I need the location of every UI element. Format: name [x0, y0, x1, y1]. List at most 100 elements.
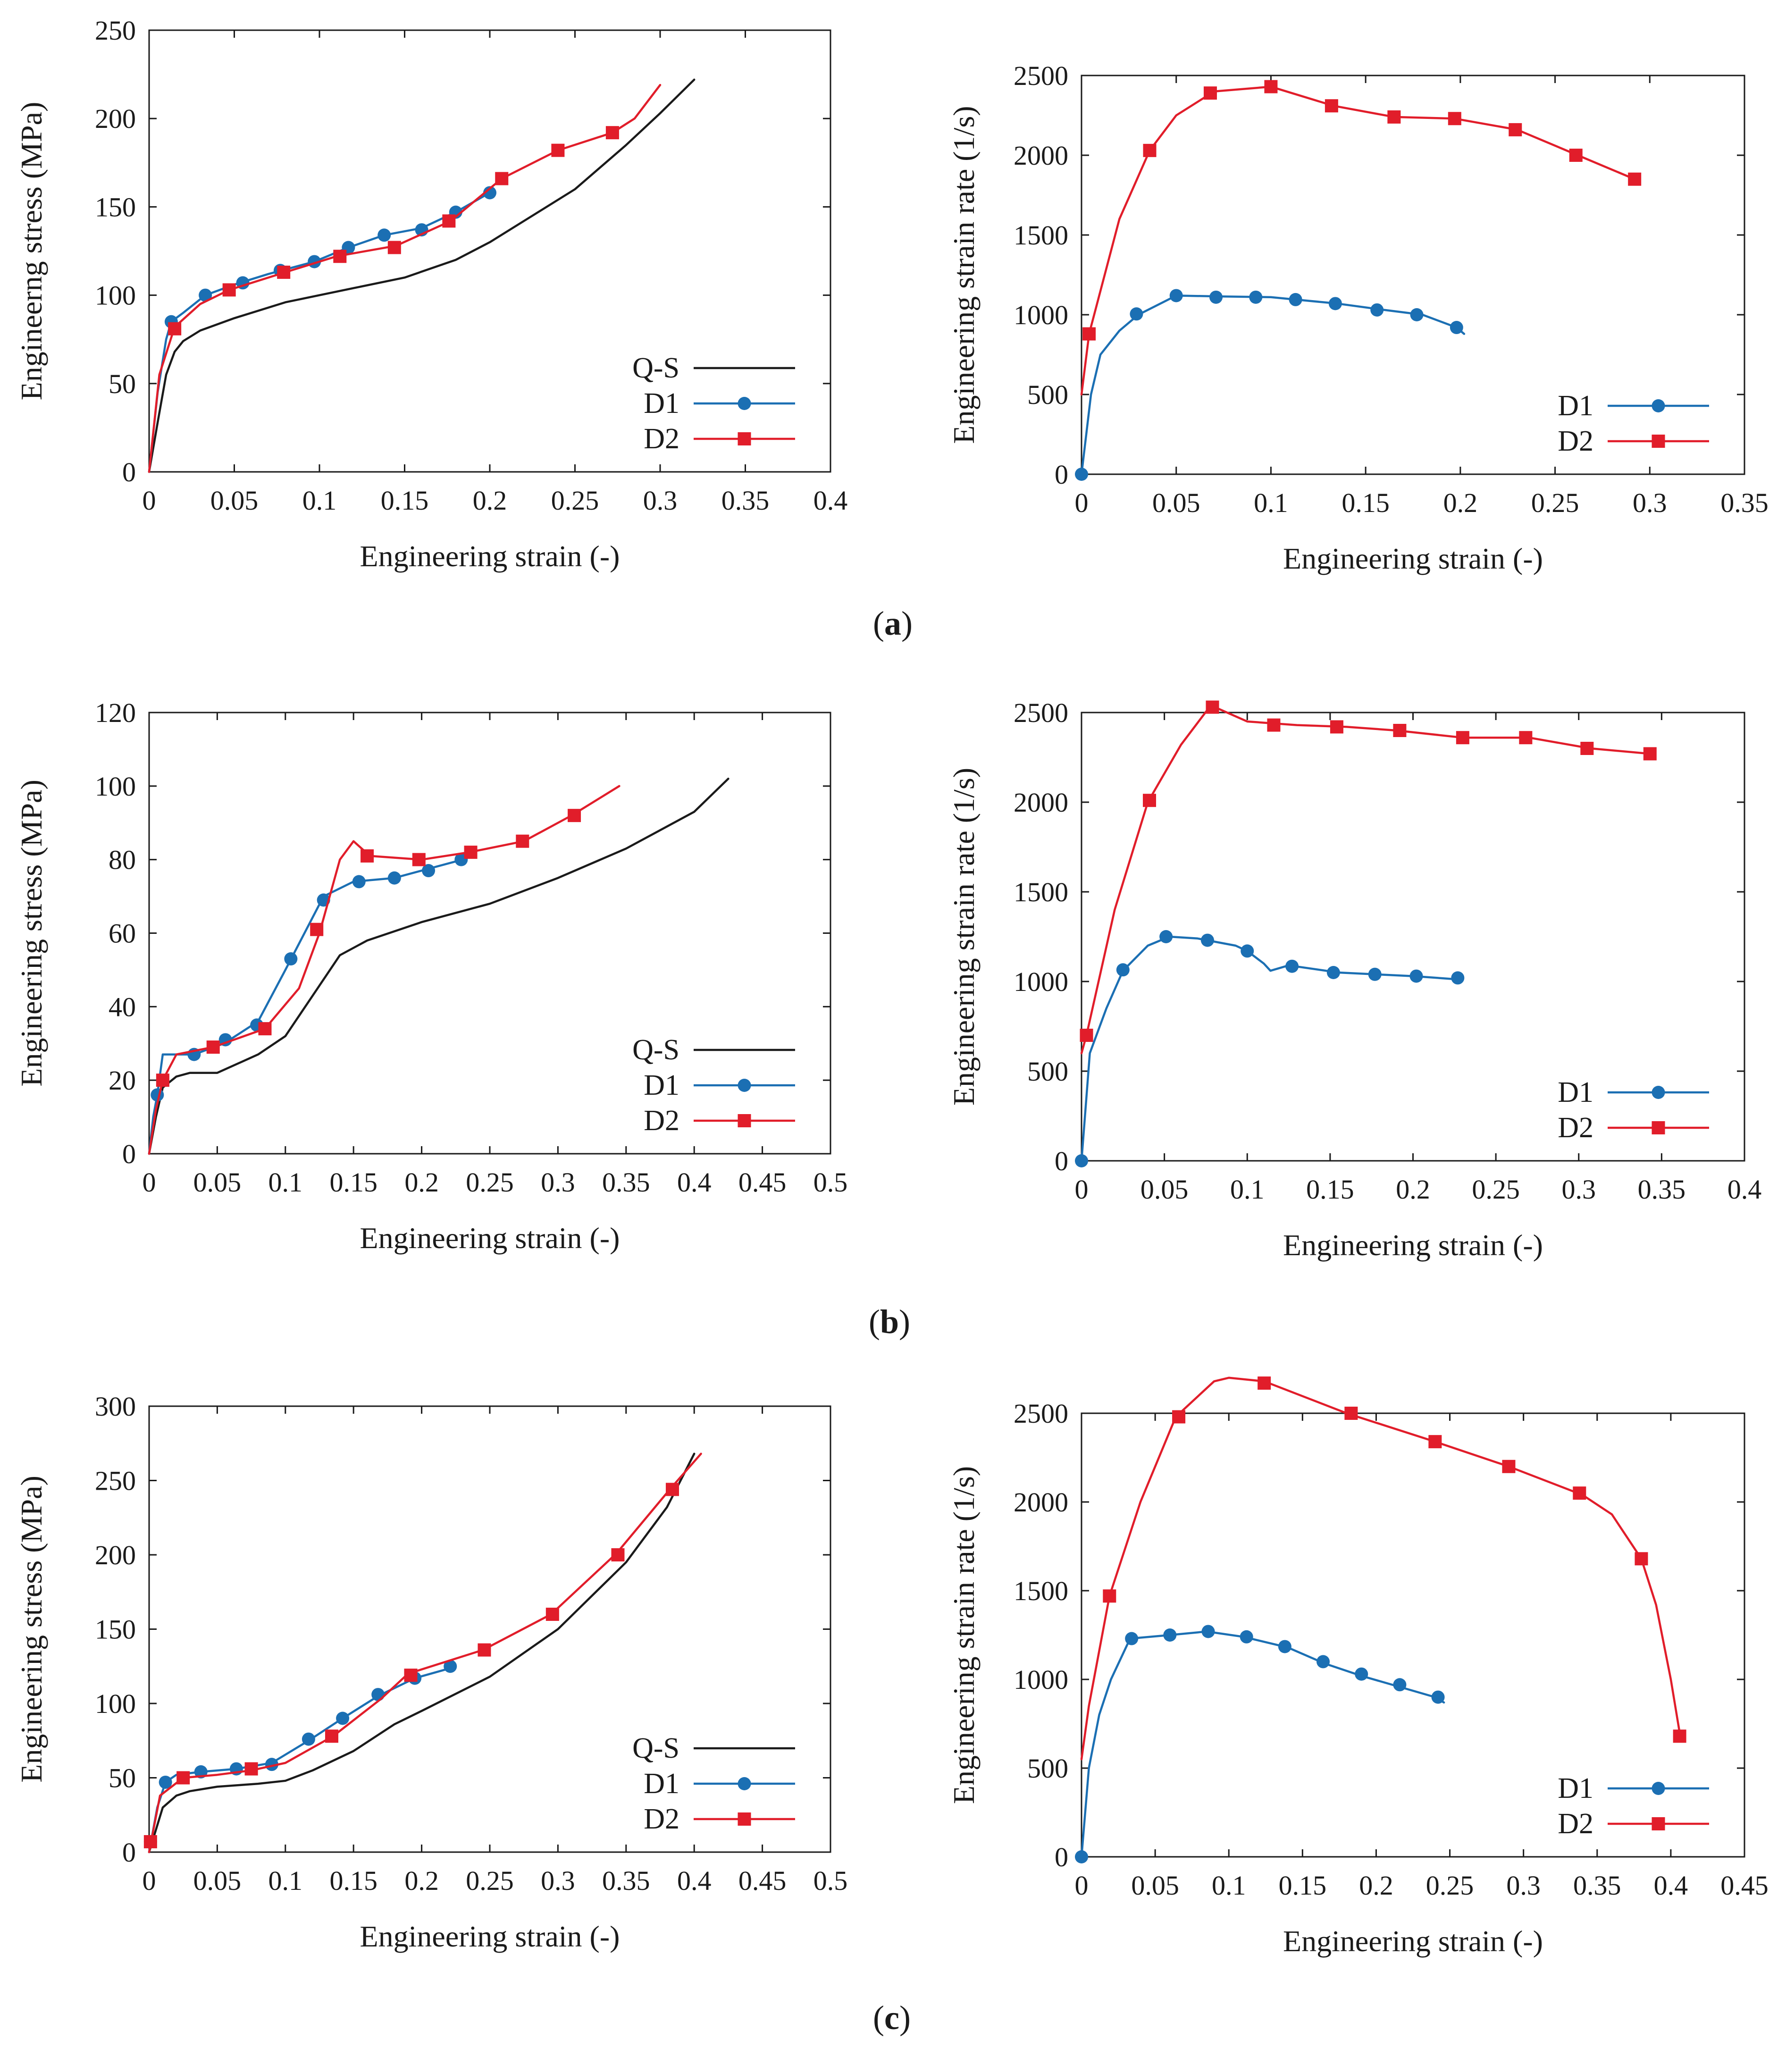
- data-point: [143, 1835, 157, 1848]
- data-point: [1116, 963, 1130, 977]
- data-point: [516, 834, 529, 848]
- x-tick-label: 0: [1075, 1870, 1089, 1901]
- y-tick-label: 250: [95, 15, 136, 46]
- data-point: [1370, 303, 1384, 317]
- y-tick-label: 250: [95, 1466, 136, 1496]
- panel-label-open: (: [873, 604, 884, 642]
- x-tick-label: 0.35: [1720, 487, 1769, 518]
- data-point: [1326, 966, 1340, 979]
- y-tick-label: 20: [109, 1065, 136, 1096]
- x-tick-label: 0.2: [404, 1167, 439, 1198]
- x-tick-label: 0.05: [1152, 487, 1200, 518]
- data-point: [1643, 747, 1657, 761]
- series-line: [1080, 704, 1652, 1055]
- x-tick-label: 0.1: [1254, 487, 1288, 518]
- data-point: [377, 228, 391, 242]
- y-tick-label: 2500: [1014, 697, 1068, 728]
- data-point: [1325, 99, 1338, 113]
- y-axis-title: Engineering strain rate (1/s): [947, 768, 981, 1106]
- data-point: [1448, 112, 1461, 126]
- data-point: [495, 172, 509, 185]
- x-tick-label: 0.05: [193, 1167, 242, 1198]
- data-point: [1080, 1029, 1093, 1042]
- data-point: [333, 250, 347, 263]
- chart-c-stress: 0 0.05 0.1 0.15 0.2 0.25 0.3 0.35 0.4 0.45 0.5 0 50 1…: [15, 1391, 847, 1953]
- data-point: [1628, 172, 1642, 186]
- data-point: [1316, 1655, 1330, 1669]
- x-tick-label: 0.3: [1506, 1870, 1541, 1901]
- legend-label: Q-S: [632, 352, 679, 384]
- x-tick-label: 0.5: [813, 1167, 848, 1198]
- x-tick-label: 0.25: [551, 485, 599, 516]
- y-axis-title: Engineering stress (MPa): [15, 1476, 48, 1783]
- legend-label: D2: [1558, 1808, 1593, 1840]
- x-tick-label: 0.35: [1638, 1174, 1686, 1205]
- x-tick-label: 0.15: [381, 485, 429, 516]
- data-point: [605, 126, 619, 140]
- x-tick-label: 0.2: [1443, 487, 1478, 518]
- x-tick-label: 0: [1075, 487, 1089, 518]
- y-tick-label: 1000: [1014, 966, 1068, 997]
- x-tick-label: 0.25: [466, 1865, 514, 1896]
- data-point: [1410, 308, 1424, 321]
- y-tick-label: 120: [95, 697, 136, 728]
- chart-b-stress: 0 0.05 0.1 0.15 0.2 0.25 0.3 0.35 0.4 0.45 0.5 0 20 4…: [15, 697, 847, 1255]
- data-point: [371, 1688, 385, 1702]
- legend: Q-SD1 D2: [632, 1034, 795, 1137]
- x-tick-label: 0.05: [1131, 1870, 1179, 1901]
- series-line: [1080, 935, 1464, 1162]
- y-tick-label: 2000: [1014, 1487, 1068, 1518]
- chart-b-rate: 0 0.05 0.1 0.15 0.2 0.25 0.3 0.35 0.4 0 500 1000 150…: [947, 697, 1761, 1262]
- x-tick-label: 0.1: [302, 485, 337, 516]
- y-axis-title: Engineerng stress (MPa): [15, 102, 48, 401]
- x-tick-label: 0.1: [1230, 1174, 1265, 1205]
- data-point: [1409, 969, 1423, 983]
- legend-marker: [738, 1777, 751, 1790]
- legend-marker: [1652, 1086, 1665, 1099]
- x-tick-label: 0.45: [738, 1865, 787, 1896]
- data-point: [176, 1771, 190, 1785]
- series-line: [148, 1452, 696, 1854]
- data-point: [387, 241, 401, 254]
- y-tick-label: 1000: [1014, 1664, 1068, 1695]
- panel-label-letter: a: [884, 604, 901, 642]
- legend-label: D2: [1558, 1112, 1593, 1144]
- data-point: [665, 1483, 679, 1496]
- data-point: [1206, 700, 1219, 714]
- data-point: [1103, 1589, 1116, 1603]
- y-tick-label: 1500: [1014, 1576, 1068, 1606]
- series-d1: [1075, 930, 1465, 1167]
- x-tick-label: 0: [143, 1167, 156, 1198]
- x-tick-label: 0.1: [1212, 1870, 1246, 1901]
- data-point: [444, 1660, 457, 1673]
- data-point: [478, 1643, 491, 1657]
- series-d2: [148, 785, 620, 1155]
- x-axis-title: Engineering strain (-): [1283, 1228, 1543, 1262]
- data-point: [1368, 967, 1382, 981]
- data-point: [1355, 1667, 1368, 1681]
- y-tick-label: 0: [122, 1837, 136, 1868]
- y-tick-label: 1500: [1014, 220, 1068, 251]
- data-point: [545, 1608, 559, 1621]
- legend-label: D2: [644, 423, 679, 455]
- data-point: [1143, 794, 1157, 807]
- x-tick-label: 0.4: [677, 1167, 712, 1198]
- x-tick-label: 0.4: [677, 1865, 712, 1896]
- data-point: [258, 1022, 272, 1036]
- data-point: [1075, 1154, 1088, 1167]
- x-tick-label: 0.45: [738, 1167, 787, 1198]
- series-line: [1080, 294, 1466, 476]
- data-point: [222, 283, 236, 297]
- data-point: [1431, 1690, 1445, 1704]
- data-point: [310, 923, 324, 936]
- plot-frame: [1081, 75, 1745, 475]
- y-tick-label: 1500: [1014, 877, 1068, 907]
- x-tick-label: 0.35: [1573, 1870, 1621, 1901]
- x-tick-label: 0.25: [1472, 1174, 1520, 1205]
- x-tick-label: 0.35: [721, 485, 770, 516]
- legend-marker: [738, 1812, 751, 1826]
- legend-label: D1: [1558, 1076, 1593, 1108]
- x-tick-label: 0.15: [1279, 1870, 1327, 1901]
- series-d2: [143, 1452, 702, 1854]
